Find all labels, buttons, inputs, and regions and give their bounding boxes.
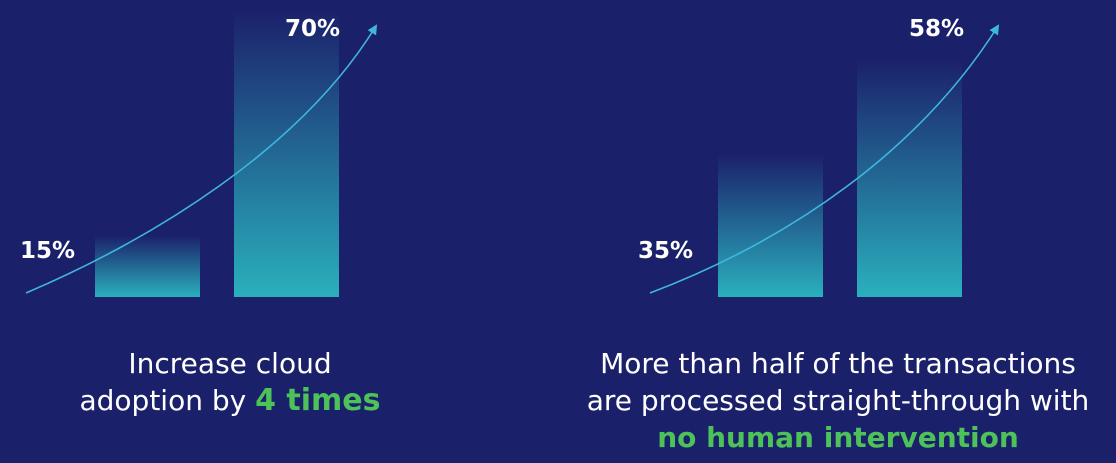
caption-prefix: adoption by <box>79 384 247 417</box>
trend-arrow <box>649 24 1000 294</box>
caption-line-1: Increase cloud <box>128 347 332 380</box>
bar-value-label-2: 58% <box>909 16 964 42</box>
trend-arrow <box>25 24 378 294</box>
caption-highlight: 4 times <box>255 383 381 418</box>
bar-1 <box>718 153 823 297</box>
caption-line-1: More than half of the transactions <box>600 347 1076 380</box>
bar-2 <box>857 59 962 298</box>
caption-line-2: are processed straight-through with <box>586 384 1090 417</box>
bar-2 <box>234 10 339 297</box>
caption-highlight: no human intervention <box>657 421 1019 454</box>
bar-value-label-1: 35% <box>638 238 693 264</box>
bar-value-label-2: 70% <box>285 16 340 42</box>
caption-cloud-adoption: Increase cloud adoption by 4 times <box>20 345 440 419</box>
caption-straight-through: More than half of the transactions are p… <box>560 345 1116 456</box>
chart-cloud-adoption: 15% 70% <box>20 10 378 297</box>
chart-straight-through: 35% 58% <box>638 16 1000 298</box>
caption-line-2: adoption by 4 times <box>20 382 440 419</box>
bar-1 <box>95 235 200 297</box>
bar-value-label-1: 15% <box>20 238 75 264</box>
